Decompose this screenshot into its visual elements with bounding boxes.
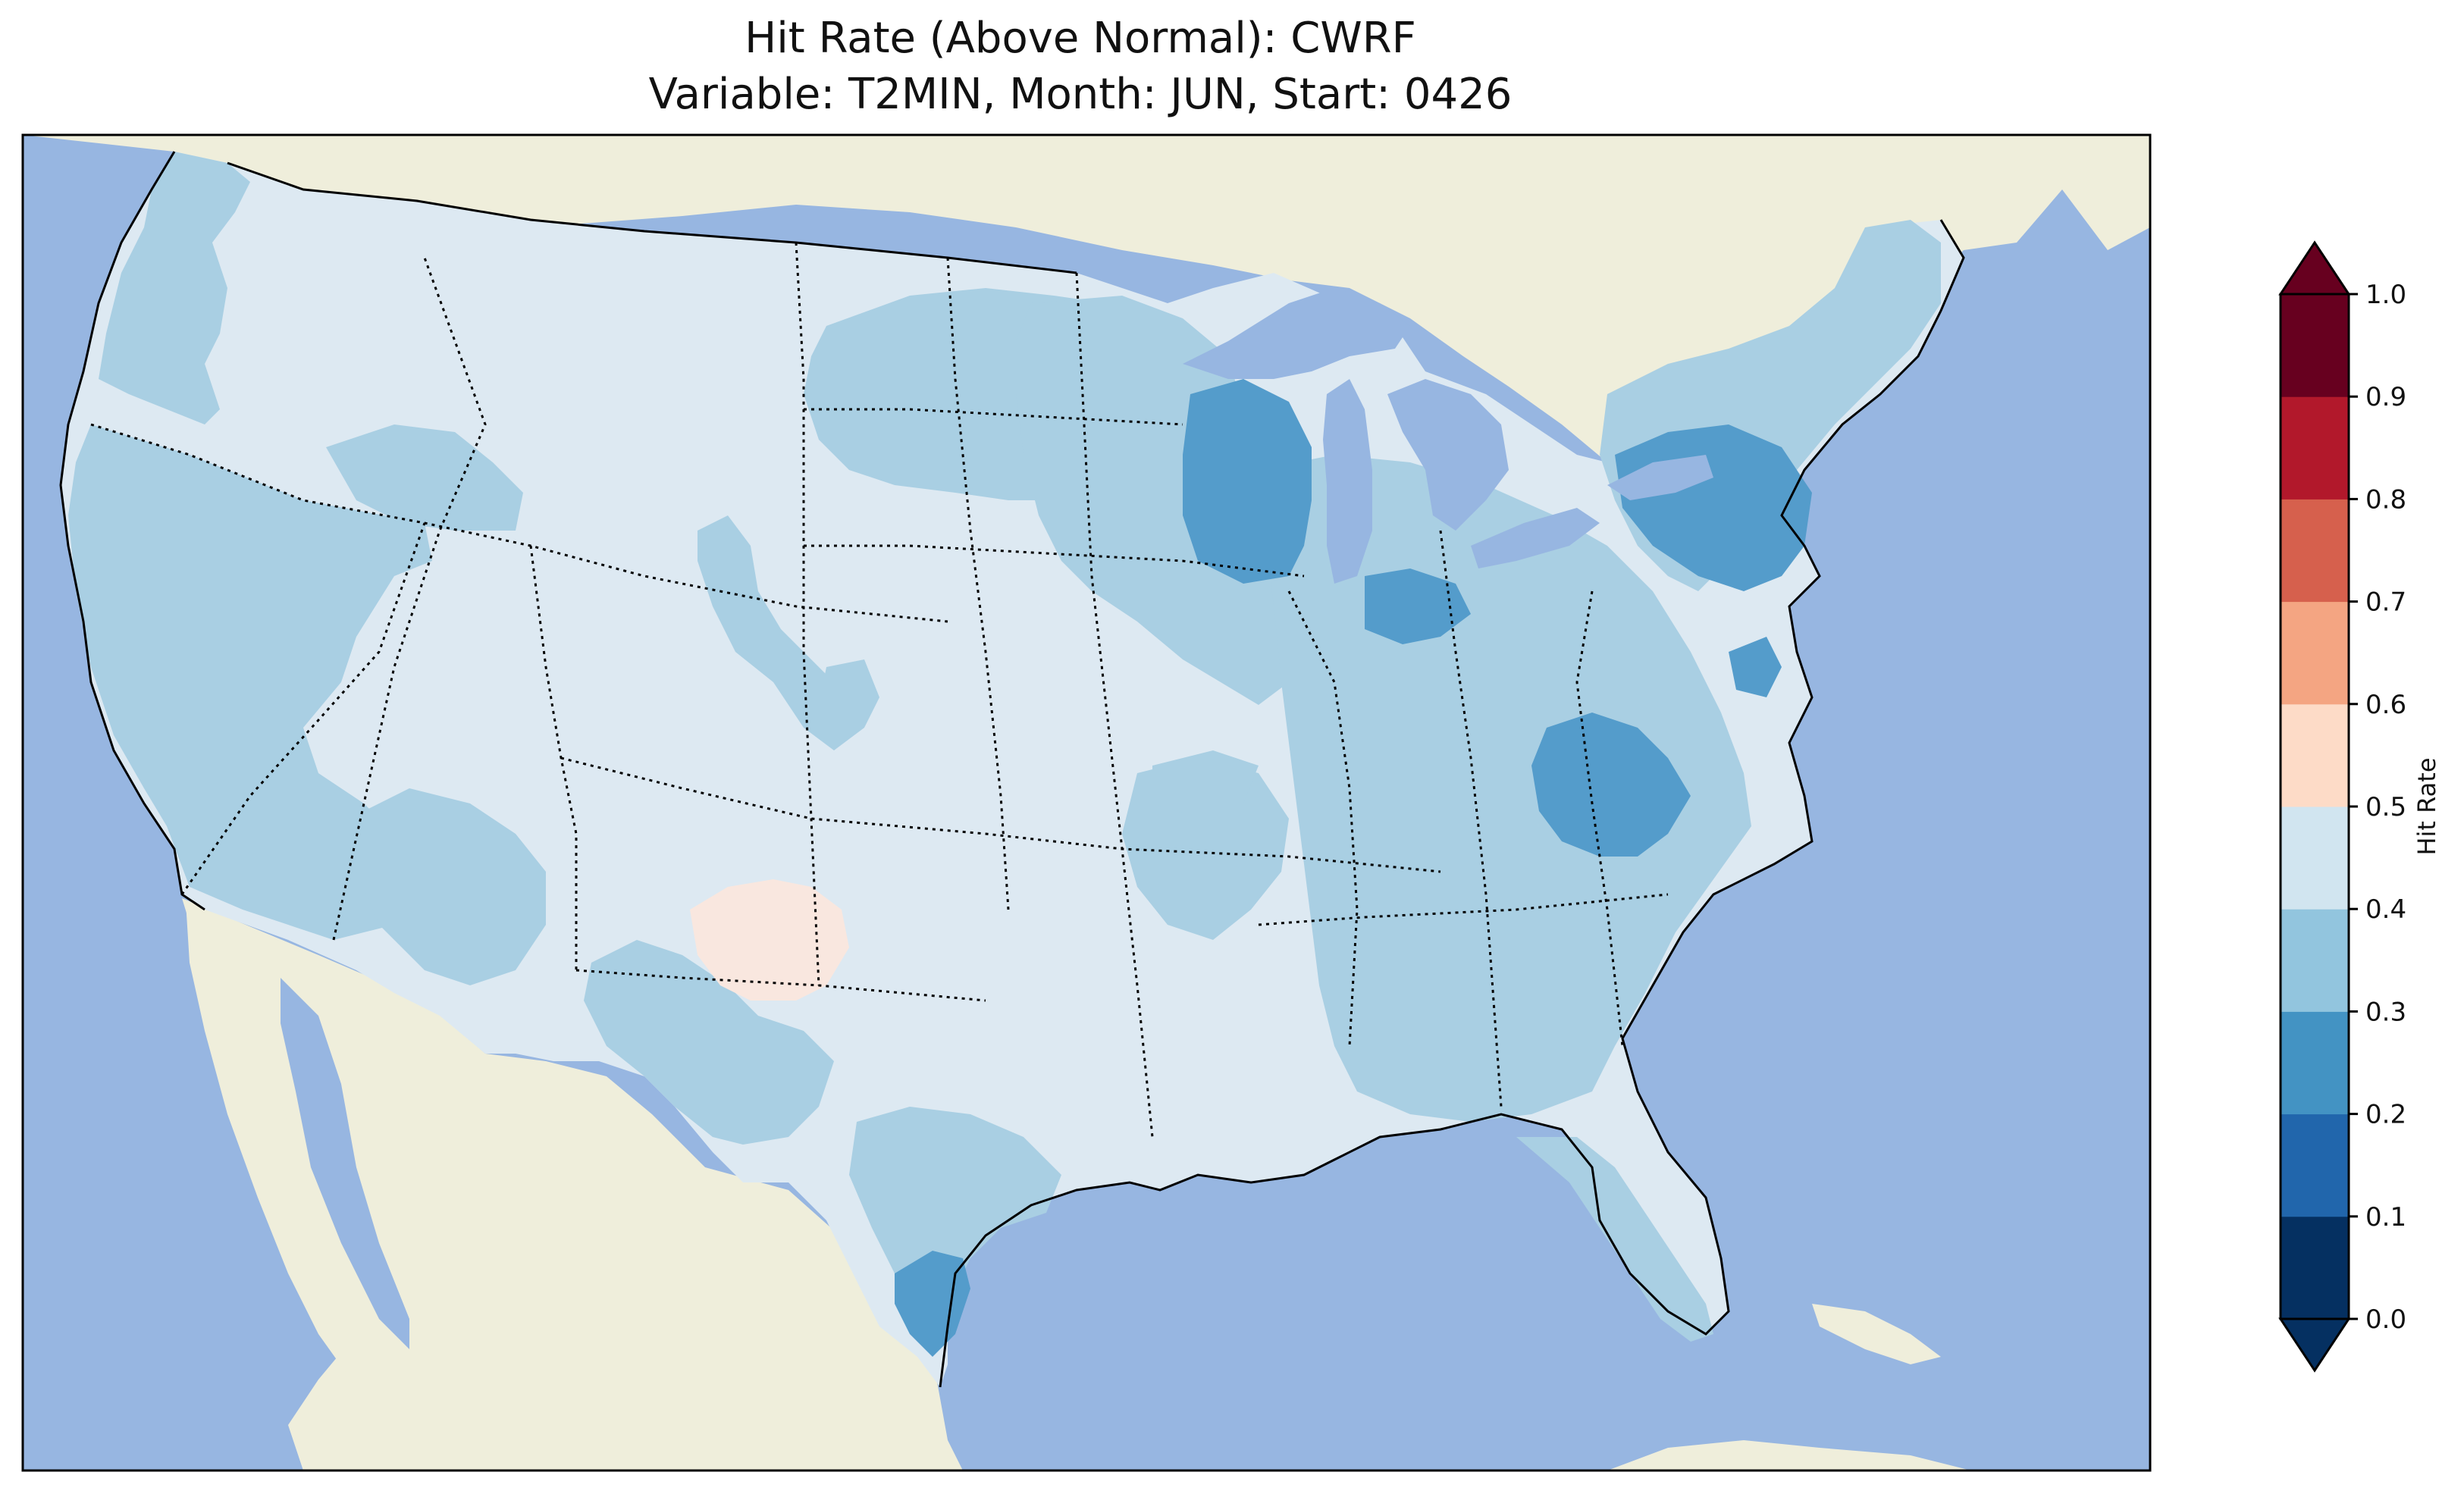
region-south-texas <box>849 1107 1061 1304</box>
state-border-11 <box>575 969 986 1002</box>
region-florida <box>1516 1137 1713 1342</box>
region-arizona-desert <box>349 788 546 985</box>
state-borders <box>90 242 1669 1138</box>
region-texas-gulf-coast <box>895 1251 970 1357</box>
region-appalachian <box>1531 713 1691 857</box>
state-border-8 <box>804 408 1183 426</box>
map-frame <box>21 133 2152 1472</box>
region-pacific-northwest-coast <box>99 152 250 424</box>
lake-erie <box>1471 508 1600 568</box>
colorbar-max-extension <box>2278 240 2351 296</box>
colorbar-tick-label: 0.3 <box>2365 997 2406 1027</box>
colorbar-bin-0.7 <box>2281 499 2349 603</box>
lake-michigan <box>1323 379 1372 584</box>
lake-superior <box>1183 288 1410 379</box>
colorbar-bin-0.9 <box>2281 294 2349 397</box>
colorbar-bin-0.5 <box>2281 703 2349 807</box>
state-border-15 <box>1258 893 1669 926</box>
state-border-7 <box>1075 272 1154 1138</box>
region-southern-missouri <box>1152 750 1259 819</box>
cuba-land <box>1812 1304 1941 1364</box>
colorbar-bin-0.1 <box>2281 1113 2349 1217</box>
state-border-13 <box>1439 530 1503 1107</box>
gulf-coast-line <box>939 219 1965 1388</box>
gulf-of-california <box>281 978 409 1349</box>
colorbar-tick-label: 0.0 <box>2365 1305 2406 1335</box>
baja-land <box>186 902 425 1425</box>
state-border-14 <box>1575 590 1624 1047</box>
region-wisconsin <box>1183 379 1312 584</box>
region-california-nevada <box>68 424 432 940</box>
colorbar-bin-0.3 <box>2281 909 2349 1012</box>
colorbar-bins <box>2281 294 2349 1320</box>
colorbar-min-extension <box>2278 1317 2351 1373</box>
state-border-6 <box>946 257 1010 910</box>
state-border-1 <box>90 423 948 623</box>
great-lakes <box>1183 288 1713 584</box>
region-delaware-bay <box>1729 637 1782 697</box>
colorbar-tick-label: 0.2 <box>2365 1100 2406 1130</box>
state-border-9 <box>804 544 1305 578</box>
region-indiana-ohio <box>1365 568 1471 644</box>
colorbar-tick-label: 0.4 <box>2365 894 2406 925</box>
state-border-10 <box>560 756 1441 873</box>
canada-border-line <box>227 161 1077 274</box>
map-title-line2: Variable: T2MIN, Month: JUN, Start: 0426 <box>648 70 1513 119</box>
lake-huron <box>1387 379 1509 531</box>
west-coast-line <box>59 151 205 911</box>
colorbar-bin-0.8 <box>2281 396 2349 500</box>
state-border-5 <box>795 242 820 986</box>
south-america-land <box>1607 1440 1971 1471</box>
colorbar-tick-label: 0.9 <box>2365 382 2406 412</box>
region-west-texas <box>584 940 834 1145</box>
map-canvas <box>23 135 2150 1471</box>
colorbar-label: Hit Rate <box>2412 757 2441 855</box>
colorbar-tick-label: 0.5 <box>2365 792 2406 822</box>
colorbar-tick-label: 0.7 <box>2365 587 2406 618</box>
state-border-2 <box>180 522 426 895</box>
region-kansas-oklahoma-strip <box>819 659 879 735</box>
colorbar-bin-0.2 <box>2281 1011 2349 1115</box>
map-title-line1: Hit Rate (Above Normal): CWRF <box>745 14 1416 63</box>
colorbar-bin-0.0 <box>2281 1216 2349 1320</box>
colorbar-bin-0.6 <box>2281 601 2349 705</box>
colorbar-tick-label: 0.6 <box>2365 690 2406 720</box>
region-new-mexico <box>690 879 849 1001</box>
colorbar-bin-0.4 <box>2281 807 2349 910</box>
colorbar-tick-label: 1.0 <box>2365 280 2406 310</box>
colorbar-ticks: 0.0 0.1 0.2 0.3 0.4 0.5 0.6 0.7 0.8 0.9 1.0 <box>2349 280 2406 1335</box>
coastlines <box>59 151 1965 1388</box>
lake-ontario <box>1607 455 1713 500</box>
colorbar-tick-label: 0.8 <box>2365 484 2406 515</box>
colorbar-tick-label: 0.1 <box>2365 1202 2406 1232</box>
